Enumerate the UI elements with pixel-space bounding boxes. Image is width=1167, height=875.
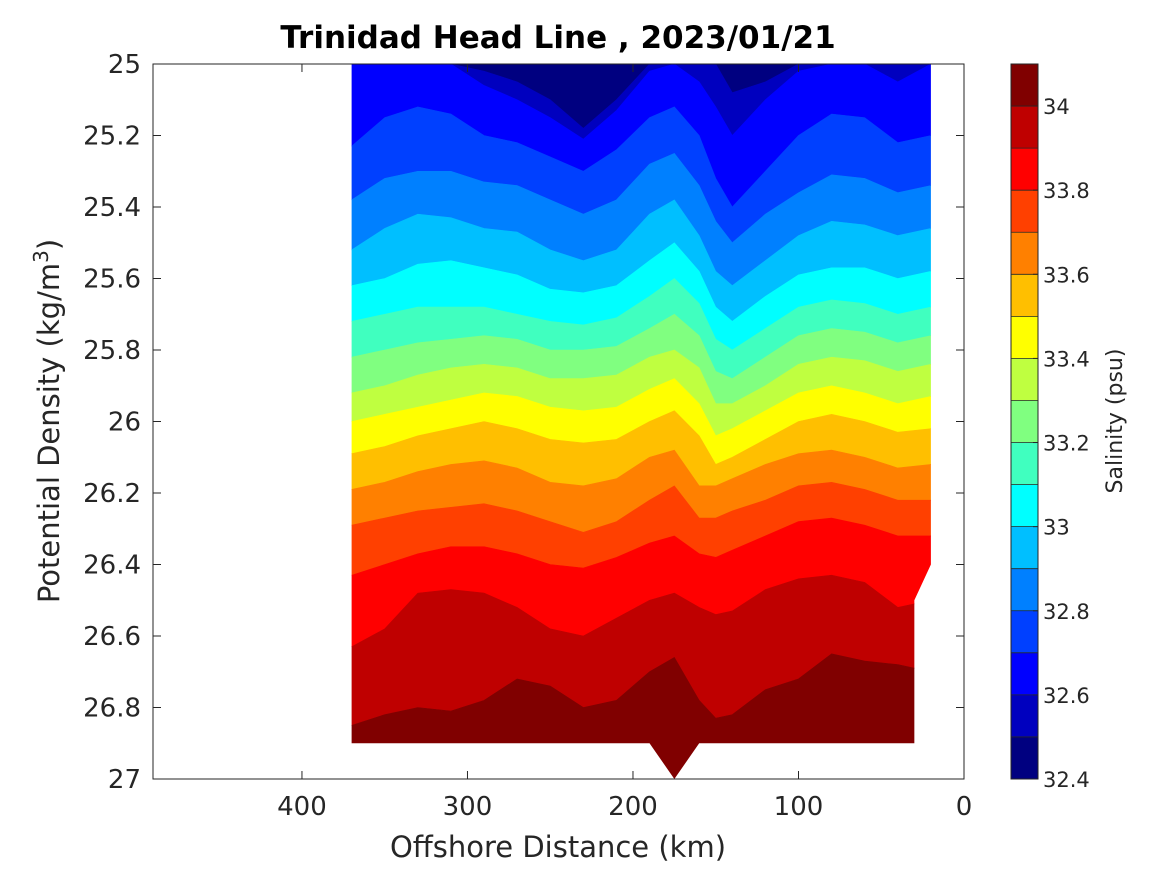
y-axis-label-superscript: 3 <box>29 250 53 263</box>
colorbar-band <box>1011 148 1038 191</box>
x-tick-label: 0 <box>956 792 973 822</box>
x-tick-label: 200 <box>608 792 658 822</box>
x-axis: 400 300 200 100 0 <box>277 64 972 822</box>
colorbar-bands <box>1011 64 1038 779</box>
colorbar-band <box>1011 358 1038 401</box>
colorbar-frame <box>1010 63 1039 780</box>
plot-area <box>152 63 965 780</box>
y-axis: 25 25.2 25.4 25.6 25.8 26 26.2 26.4 26.6 26.8 27 <box>83 50 964 795</box>
y-tick-label: 25.6 <box>83 265 141 295</box>
y-tick-label: 26 <box>108 408 141 438</box>
y-tick-label: 26.8 <box>83 694 141 724</box>
colorbar-band <box>1011 64 1038 107</box>
colorbar-band <box>1011 400 1038 443</box>
x-tick-label: 300 <box>443 792 493 822</box>
chart-title: Trinidad Head Line , 2023/01/21 <box>280 20 835 56</box>
salinity-contour-fill <box>351 64 931 779</box>
colorbar-tick-label: 32.8 <box>1043 600 1090 624</box>
colorbar-band <box>1011 484 1038 527</box>
colorbar-tick-label: 33.6 <box>1043 263 1090 287</box>
colorbar-band <box>1011 568 1038 611</box>
y-tick-label: 25.2 <box>83 122 141 152</box>
colorbar-tick-label: 33.8 <box>1043 179 1090 203</box>
colorbar-band <box>1011 736 1038 779</box>
colorbar-band <box>1011 694 1038 737</box>
y-axis-label-main: Potential Density (kg/m <box>32 263 66 603</box>
colorbar-band <box>1011 190 1038 233</box>
colorbar-band <box>1011 526 1038 569</box>
colorbar-band <box>1011 610 1038 653</box>
y-tick-label: 27 <box>108 765 141 795</box>
colorbar-band <box>1011 106 1038 149</box>
colorbar-ticks: 32.4 32.6 32.8 33 33.2 33.4 33.6 33.8 34 <box>1033 95 1090 792</box>
x-tick-label: 100 <box>774 792 824 822</box>
y-tick-label: 26.2 <box>83 479 141 509</box>
colorbar-band <box>1011 442 1038 485</box>
y-axis-label-close: ) <box>32 239 66 250</box>
colorbar-tick-label: 33.4 <box>1043 347 1090 371</box>
x-tick-label: 400 <box>277 792 327 822</box>
y-tick-label: 25 <box>108 50 141 80</box>
y-tick-label: 25.4 <box>83 193 141 223</box>
y-tick-label: 26.4 <box>83 551 141 581</box>
colorbar-tick-label: 33 <box>1043 516 1070 540</box>
y-tick-label: 25.8 <box>83 336 141 366</box>
y-axis-label: Potential Density (kg/m3) <box>29 239 66 603</box>
colorbar-tick-label: 34 <box>1043 95 1070 119</box>
colorbar-tick-label: 32.6 <box>1043 684 1090 708</box>
colorbar-label: Salinity (psu) <box>1103 349 1128 494</box>
colorbar-tick-label: 33.2 <box>1043 432 1090 456</box>
colorbar-band <box>1011 652 1038 695</box>
x-axis-label: Offshore Distance (km) <box>390 830 726 864</box>
y-tick-label: 26.6 <box>83 622 141 652</box>
colorbar: 32.4 32.6 32.8 33 33.2 33.4 33.6 33.8 34 Salinit… <box>1010 63 1128 792</box>
colorbar-band <box>1011 232 1038 275</box>
colorbar-band <box>1011 316 1038 359</box>
colorbar-band <box>1011 274 1038 317</box>
colorbar-tick-label: 32.4 <box>1043 768 1090 792</box>
